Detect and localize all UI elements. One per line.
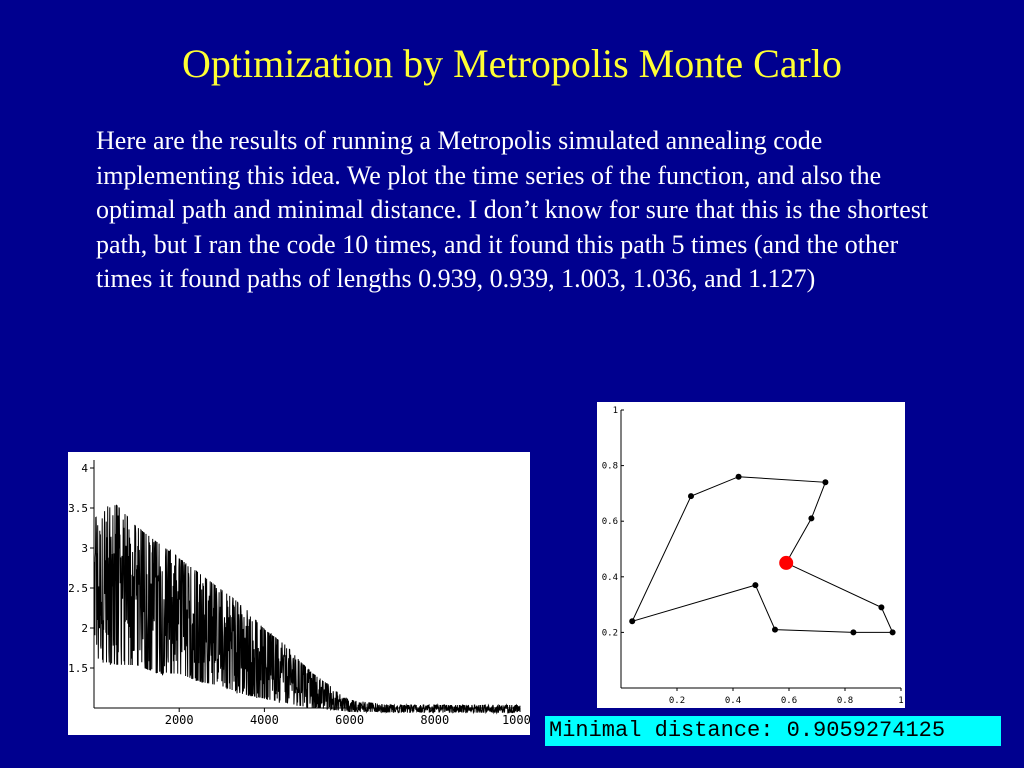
x-tick-label: 10000 [502,713,530,727]
time-series-svg: 2000 4000 6000 8000 10000 1.5 2 2.5 3 3.5 4 [68,460,538,727]
y-tick-label: 3.5 [68,502,88,515]
optimal-path-svg: 0.2 0.4 0.6 0.8 1 0.2 0.4 0.6 0.8 1 [602,406,904,706]
x-tick-label: 8000 [420,713,449,727]
x-tick-label: 1 [898,696,903,706]
path-point [878,604,885,611]
x-tick-label: 0.6 [781,696,797,706]
x-tick-label: 4000 [250,713,279,727]
path-point [850,629,857,636]
start-point-marker [779,555,794,570]
x-tick-label: 2000 [165,713,194,727]
path-point [822,479,829,486]
minimal-distance-readout: Minimal distance: 0.9059274125 [545,716,1001,746]
x-tick-label: 0.4 [725,696,741,706]
y-tick-label: 0.6 [602,517,618,527]
path-point [688,493,694,500]
path-point [752,582,759,589]
optimal-path-chart: 0.2 0.4 0.6 0.8 1 0.2 0.4 0.6 0.8 1 [597,402,905,708]
x-tick-label: 0.2 [669,696,685,706]
y-tick-label: 0.2 [602,628,618,638]
y-tick-label: 2.5 [68,582,88,595]
path-point [629,618,636,625]
path-point [889,629,896,636]
y-tick-label: 3 [81,542,88,555]
y-tick-label: 2 [81,622,88,635]
time-series-chart: 2000 4000 6000 8000 10000 1.5 2 2.5 3 3.5 4 [68,452,538,735]
y-tick-label: 0.8 [602,462,618,472]
path-line [631,476,894,633]
slide-title: Optimization by Metropolis Monte Carlo [182,41,842,86]
y-tick-label: 1 [613,406,618,416]
y-tick-label: 4 [81,462,88,475]
y-tick-label: 0.4 [602,573,618,583]
path-point [735,473,742,480]
path-point [808,515,815,522]
path-point [772,626,778,633]
x-tick-label: 6000 [335,713,364,727]
y-tick-label: 1.5 [68,662,88,675]
series-line [93,504,521,715]
x-tick-label: 0.8 [837,696,853,706]
slide-body-text: Here are the results of running a Metrop… [96,126,929,293]
